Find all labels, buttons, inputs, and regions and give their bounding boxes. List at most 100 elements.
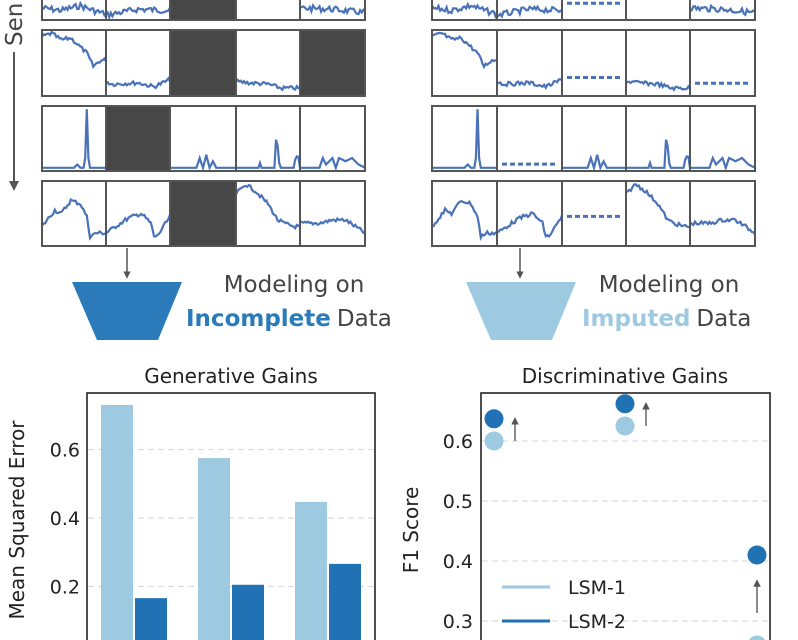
- right-caption-highlight: Imputed: [582, 306, 690, 332]
- point-lsm-2-2: [615, 394, 635, 414]
- right-sensor-row: [431, 0, 756, 21]
- scatter-ytick-label: 0.5: [443, 491, 473, 513]
- sensor-cell: [431, 29, 498, 97]
- legend-label-lsm2: LSM-2: [568, 611, 626, 633]
- masked-cell: [170, 30, 236, 96]
- right-sensor-row: [431, 180, 756, 247]
- sensor-signal: [300, 155, 366, 172]
- sensor-cell: [561, 180, 627, 247]
- sensor-signal: [689, 217, 756, 236]
- sensor-signal: [105, 6, 171, 21]
- sensor-cell: [235, 0, 301, 21]
- bar-ytick-label: 0.6: [50, 440, 80, 462]
- bar-chart-ylabel: Mean Squared Error: [5, 420, 29, 620]
- sensor-cell: [299, 105, 366, 172]
- sensor-cell: [169, 105, 237, 172]
- sensor-signal: [41, 197, 107, 241]
- masked-cell: [300, 30, 365, 96]
- point-lsm-2-3: [747, 545, 767, 565]
- sensor-signal: [496, 211, 564, 238]
- sensor-signal: [431, 31, 498, 70]
- sensor-signal: [431, 1, 499, 20]
- sensor-cell: [689, 29, 756, 97]
- bar-ytick-label: 0.4: [50, 508, 80, 530]
- left-caption-highlight: Incomplete: [186, 306, 331, 332]
- left-caption-line1: Modeling on: [224, 272, 365, 298]
- sensor-signal: [625, 79, 691, 92]
- left-model-funnel: [72, 282, 182, 340]
- sensor-grids: [41, 0, 756, 247]
- right-sensor-grid: [431, 0, 756, 247]
- sensor-cell: [105, 180, 171, 247]
- bar-lsm-1-1: [101, 404, 133, 640]
- scatter-chart-title: Discriminative Gains: [522, 364, 728, 388]
- sensor-cell: [299, 180, 366, 247]
- sensor-cell: [431, 105, 498, 172]
- bar-lsm-1-3: [295, 501, 327, 640]
- bar-chart-title: Generative Gains: [144, 364, 318, 388]
- sensor-cell: [41, 180, 107, 247]
- sensor-signal: [496, 78, 563, 90]
- sensor-cell: [299, 0, 366, 21]
- sensor-cell: [299, 29, 366, 97]
- scatter-chart-frame: [480, 392, 771, 640]
- right-sensor-row: [431, 29, 756, 97]
- right-caption-line1: Modeling on: [599, 272, 740, 298]
- sensor-signal: [234, 183, 301, 231]
- left-sensor-row: [41, 0, 366, 21]
- scatter-chart-ylabel: F1 Score: [399, 487, 423, 574]
- scatter-ytick-label: 0.6: [443, 431, 473, 453]
- sensor-cell: [235, 105, 301, 172]
- sensor-signal: [432, 109, 497, 169]
- right-sensor-row: [431, 105, 756, 172]
- left-sensor-grid: [41, 0, 366, 247]
- sensor-signal: [170, 154, 236, 172]
- scatter-ytick-label: 0.4: [443, 551, 473, 573]
- sensor-cell: [689, 180, 756, 247]
- sensor-signal: [690, 155, 756, 172]
- sensor-cell: [689, 105, 756, 172]
- discriminative-gains-chart: Discriminative Gains F1 Score 0.3 0.4 0.5 0…: [399, 364, 771, 640]
- point-lsm-1-3: [748, 635, 766, 640]
- bar-lsm-1-2: [198, 458, 230, 640]
- legend-label-lsm1: LSM-1: [568, 577, 626, 599]
- left-caption-rest: Data: [337, 306, 392, 332]
- sensor-cell: [625, 29, 691, 97]
- bar-lsm-2-1: [135, 598, 167, 640]
- legend: LSM-1 LSM-2: [502, 577, 626, 633]
- sensor-signal: [562, 154, 626, 172]
- right-caption-rest: Data: [696, 306, 751, 332]
- sensor-signal: [496, 4, 563, 19]
- sensor-cell: [625, 105, 691, 172]
- sensor-signal: [689, 3, 756, 17]
- point-lsm-1-2: [615, 416, 635, 436]
- bar-lsm-2-2: [232, 584, 264, 640]
- masked-cell: [170, 181, 236, 246]
- masked-cell: [106, 106, 170, 171]
- bar-lsm-2-3: [329, 563, 361, 640]
- left-sensor-row: [41, 29, 366, 97]
- sensor-cell: [561, 105, 627, 172]
- left-sensor-row: [41, 180, 366, 247]
- sensor-signal: [299, 3, 366, 16]
- sensor-signal: [41, 30, 107, 70]
- bar-ytick-label: 0.2: [50, 577, 80, 599]
- sensor-signal: [106, 76, 171, 90]
- point-lsm-1-1: [484, 431, 504, 451]
- sensor-cell: [625, 180, 691, 247]
- sensor-cell: [625, 0, 691, 21]
- sensor-signal: [235, 78, 301, 92]
- generative-gains-chart: Generative Gains Mean Squared Error 0.2 0…: [5, 364, 376, 640]
- sensor-signal: [41, 0, 107, 18]
- sensor-signal: [105, 212, 172, 238]
- sensor-axis-label: Sen: [2, 3, 28, 46]
- left-caption-line2: Incomplete Data: [186, 306, 392, 332]
- sensor-cell: [235, 180, 301, 247]
- sensor-cell: [496, 105, 563, 172]
- left-sensor-row: [41, 105, 366, 172]
- sensor-signal: [431, 199, 498, 242]
- point-lsm-2-1: [484, 409, 504, 429]
- sensor-signal: [42, 109, 106, 169]
- bar-chart-frame: [86, 392, 376, 640]
